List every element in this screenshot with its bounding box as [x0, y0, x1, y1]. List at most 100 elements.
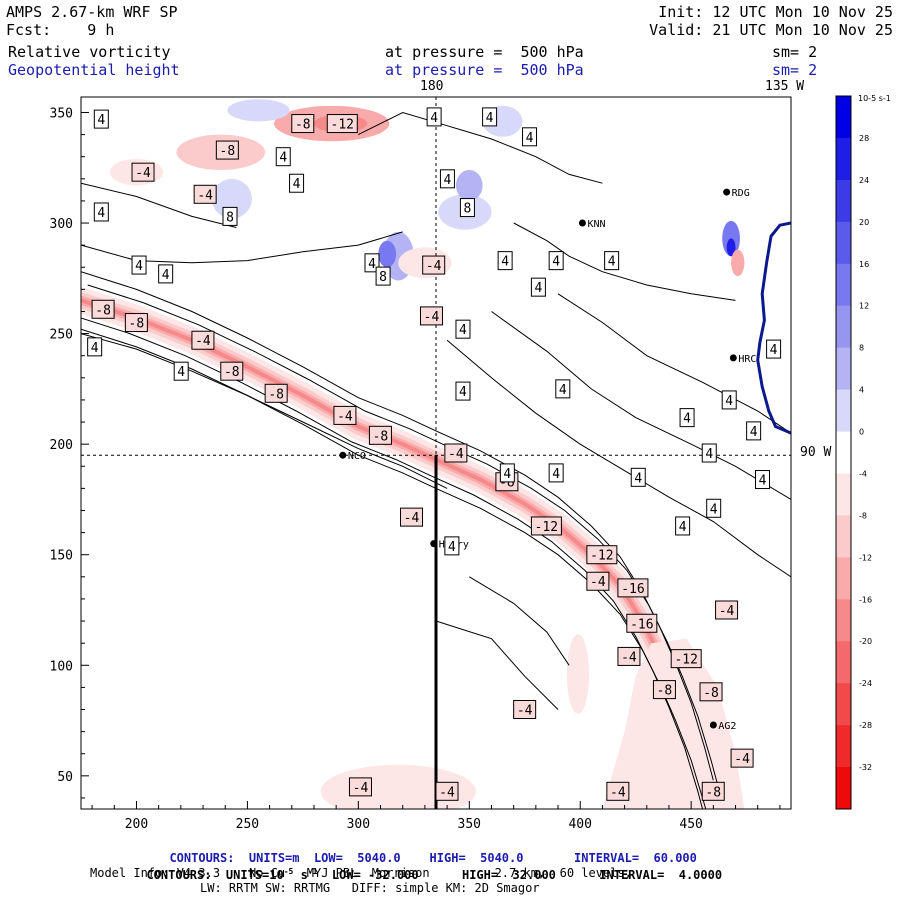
contour-label: 4 [131, 255, 147, 275]
contour-label-text: -4 [610, 785, 626, 800]
colorbar-tick-label: -16 [859, 595, 872, 604]
x-tick-label: 200 [125, 817, 148, 832]
station-label-rdg: RDG [732, 188, 750, 199]
footer-height-contours: CONTOURS: UNITS=m LOW= 5040.0 HIGH= 5040… [155, 837, 696, 865]
y-tick-label: 150 [50, 549, 73, 564]
reference-lines [81, 97, 791, 809]
contour-label: 8 [375, 266, 391, 286]
contour-label: 4 [93, 109, 109, 129]
vorticity-fills [81, 99, 745, 809]
contour-label-text: -4 [621, 650, 637, 665]
contour-label-box [548, 463, 564, 483]
contour-label-text: 4 [177, 365, 185, 380]
contour-line-8 [81, 231, 403, 264]
colorbar-border [835, 95, 852, 810]
contour-label-box [158, 264, 174, 284]
contour-label-box [333, 405, 357, 425]
contour-label-box [617, 578, 649, 598]
station-marker-rdg [723, 188, 731, 196]
contour-label: -8 [124, 313, 148, 333]
contour-label: 4 [746, 421, 762, 441]
contour-label-text: 4 [725, 394, 733, 409]
axes: 200 250 300 350 400 450 50 100 150 200 250 300 350 [50, 106, 781, 832]
contour-label-box [131, 162, 155, 182]
contour-label-box [275, 147, 291, 167]
contour-label-box [264, 383, 288, 403]
contour-label-text: -4 [337, 409, 353, 424]
vorticity-blob-13 [566, 634, 590, 714]
contour-label: 4 [482, 107, 498, 127]
contour-line-9 [81, 182, 237, 228]
contour-label-text: -8 [657, 684, 673, 699]
vorticity-blob-5 [211, 178, 252, 219]
contour-label: 4 [548, 251, 564, 271]
y-tick-label: 100 [50, 659, 73, 674]
contour-label: 4 [499, 463, 515, 483]
x-tick-label: 400 [568, 817, 591, 832]
station-marker-hrc [729, 354, 737, 362]
contour-label: 4 [679, 408, 695, 428]
contour-label: -8 [264, 383, 288, 403]
contour-label: 4 [93, 202, 109, 222]
colorbar: 28 24 20 16 12 8 4 0 -4 -8 -12 -16 -20 -24 -28 -32 10-5 … [835, 94, 891, 810]
colorbar-swatch [836, 515, 851, 558]
forecast-label: Fcst: 9 h [6, 21, 114, 39]
contour-label-box [586, 545, 618, 565]
colorbar-swatch [836, 599, 851, 642]
colorbar-tick-label: -4 [859, 469, 867, 478]
contour-label-box [604, 251, 620, 271]
x-tick-label: 250 [236, 817, 259, 832]
contour-label-box [444, 536, 460, 556]
contour-label: -4 [193, 184, 217, 204]
contour-label-text: 4 [705, 447, 713, 462]
contour-label-text: 4 [293, 177, 301, 192]
negative-region-south [602, 638, 745, 809]
contour-line-7 [557, 293, 791, 434]
contour-label-box [675, 516, 691, 536]
contour-label-box [606, 781, 630, 801]
colorbar-swatch [836, 347, 851, 391]
contour-line-5 [446, 339, 791, 578]
contour-label-box [426, 107, 442, 127]
contour-label-text: 4 [710, 502, 718, 517]
y-tick-label: 200 [50, 438, 73, 453]
contour-label-box [617, 646, 641, 666]
contour-label: 4 [555, 379, 571, 399]
colorbar-tick-label: 20 [859, 218, 869, 227]
contour-label-text: 4 [552, 255, 560, 270]
contour-label-text: 4 [97, 206, 105, 221]
contour-label-box [706, 498, 722, 518]
contour-label: 4 [522, 127, 538, 147]
contour-label: -8 [215, 140, 239, 160]
contour-line-10 [469, 576, 570, 666]
contour-label: -4 [191, 330, 215, 350]
model-title: AMPS 2.67-km WRF SP [6, 3, 178, 21]
contour-label-text: -8 [220, 144, 236, 159]
contour-label-text: -8 [705, 785, 721, 800]
contour-label-text: 4 [162, 268, 170, 283]
contour-label-box [419, 306, 443, 326]
contour-label-box [715, 600, 739, 620]
contour-label: -4 [617, 646, 641, 666]
plot-frame [80, 96, 792, 810]
longitude-135w-label: 135 W [765, 79, 805, 94]
station-marker-henry [430, 540, 438, 548]
contour-label: -4 [606, 781, 630, 801]
pressure-level-2: at pressure = 500 hPa [385, 61, 584, 79]
colorbar-swatch [836, 473, 851, 516]
contour-line-0 [81, 271, 714, 781]
contour-label-text: -4 [448, 447, 464, 462]
contour-label-box [124, 313, 148, 333]
colorbar-tick-label: 0 [859, 428, 864, 437]
x-tick-label: 450 [679, 817, 702, 832]
contour-label-text: 4 [459, 385, 467, 400]
contour-label: -8 [652, 680, 676, 700]
colorbar-tick-label: -28 [859, 721, 872, 730]
contour-label-box [721, 390, 737, 410]
colorbar-swatch [836, 557, 851, 600]
contour-label-text: 4 [91, 341, 99, 356]
pressure-level-1: at pressure = 500 hPa [385, 43, 584, 61]
contour-label: -4 [513, 699, 537, 719]
colorbar-swatch [836, 431, 851, 474]
contour-label: -8 [291, 114, 315, 134]
